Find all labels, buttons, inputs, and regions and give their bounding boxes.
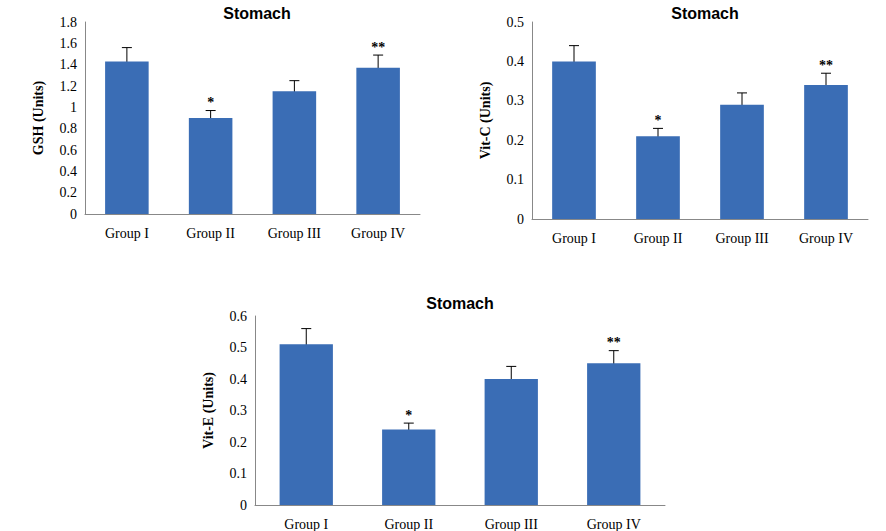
- svg-text:0.5: 0.5: [507, 15, 525, 30]
- svg-text:0.8: 0.8: [60, 121, 78, 136]
- svg-text:1: 1: [70, 100, 77, 115]
- svg-text:0: 0: [70, 207, 77, 222]
- svg-text:1.8: 1.8: [60, 15, 78, 30]
- svg-text:0.2: 0.2: [230, 435, 248, 450]
- svg-text:Group IV: Group IV: [587, 517, 641, 531]
- svg-text:Group III: Group III: [268, 226, 322, 241]
- svg-text:0.4: 0.4: [507, 54, 525, 69]
- svg-text:Group II: Group II: [186, 226, 235, 241]
- svg-text:0.1: 0.1: [507, 172, 525, 187]
- svg-text:0.4: 0.4: [60, 164, 78, 179]
- svg-text:0.6: 0.6: [60, 143, 78, 158]
- svg-text:0.2: 0.2: [60, 185, 78, 200]
- svg-text:Group III: Group III: [715, 231, 769, 246]
- svg-text:Group IV: Group IV: [351, 226, 405, 241]
- svg-text:0.4: 0.4: [230, 372, 248, 387]
- svg-text:Vit-E (Units): Vit-E (Units): [201, 372, 217, 449]
- svg-text:0.6: 0.6: [230, 309, 248, 324]
- svg-text:*: *: [405, 408, 412, 423]
- svg-text:Group I: Group I: [552, 231, 596, 246]
- svg-text:*: *: [207, 95, 214, 110]
- svg-text:**: **: [607, 335, 621, 350]
- svg-text:1.6: 1.6: [60, 36, 78, 51]
- svg-text:0: 0: [240, 498, 247, 513]
- svg-text:0.3: 0.3: [230, 403, 248, 418]
- svg-text:Stomach: Stomach: [671, 5, 739, 22]
- svg-text:Stomach: Stomach: [426, 295, 494, 312]
- svg-text:Group I: Group I: [105, 226, 149, 241]
- svg-text:1.4: 1.4: [60, 57, 78, 72]
- svg-text:Group I: Group I: [284, 517, 328, 531]
- svg-text:Group III: Group III: [485, 517, 539, 531]
- svg-text:0.2: 0.2: [507, 133, 525, 148]
- svg-text:Stomach: Stomach: [223, 5, 291, 22]
- svg-text:**: **: [819, 58, 833, 73]
- svg-text:Vit-C (Units): Vit-C (Units): [478, 81, 494, 159]
- svg-text:**: **: [371, 40, 385, 55]
- svg-text:Group II: Group II: [384, 517, 433, 531]
- svg-text:Group IV: Group IV: [799, 231, 853, 246]
- svg-text:*: *: [655, 113, 662, 128]
- svg-text:GSH (Units): GSH (Units): [31, 81, 47, 156]
- svg-text:0.1: 0.1: [230, 466, 248, 481]
- svg-text:1.2: 1.2: [60, 79, 78, 94]
- svg-text:0.5: 0.5: [230, 340, 248, 355]
- svg-text:0.3: 0.3: [507, 93, 525, 108]
- svg-text:Group II: Group II: [634, 231, 683, 246]
- svg-text:0: 0: [517, 212, 524, 227]
